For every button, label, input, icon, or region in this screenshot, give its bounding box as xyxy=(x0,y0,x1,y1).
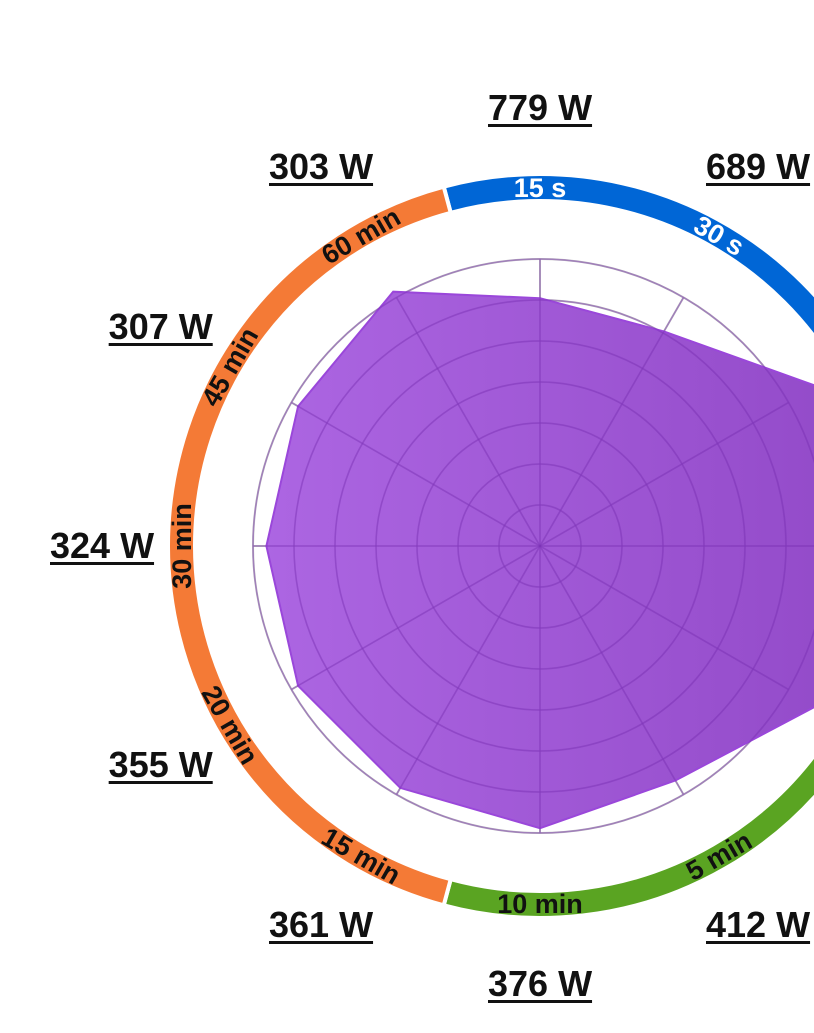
grid-spoke-overlay xyxy=(539,545,685,795)
grid-spoke-overlay xyxy=(291,401,541,547)
power-label: 307 W xyxy=(108,306,213,347)
grid-spoke-overlay xyxy=(291,545,541,691)
power-label: 303 W xyxy=(269,145,374,187)
duration-label: 5 min xyxy=(681,825,757,886)
power-label: 376 W xyxy=(488,963,593,1004)
power-label: 361 W xyxy=(269,904,374,946)
grid-spoke-overlay xyxy=(395,545,541,795)
power-label: 779 W xyxy=(488,87,593,128)
radar-series xyxy=(252,258,814,834)
grid-spoke-overlay xyxy=(539,297,685,547)
power-label: 355 W xyxy=(108,744,213,785)
grid-ring-overlay xyxy=(498,504,582,588)
zone-arc-sprint xyxy=(441,172,814,340)
power-polygon xyxy=(265,290,814,830)
power-label: 689 W xyxy=(706,145,811,187)
zone-arc-threshold xyxy=(166,184,454,908)
duration-label: 10 min xyxy=(497,889,583,919)
grid-ring-overlay xyxy=(252,258,814,834)
duration-label: 15 s xyxy=(514,173,567,203)
zone-ring xyxy=(166,172,814,920)
grid-spoke-overlay xyxy=(539,401,789,547)
power-label: 412 W xyxy=(706,904,811,946)
grid-ring-overlay xyxy=(457,463,623,629)
duration-label: 30 min xyxy=(167,503,197,589)
grid-ring-overlay xyxy=(375,381,705,711)
grid-ring-overlay xyxy=(416,422,664,670)
grid-spoke-overlay xyxy=(539,545,789,691)
grid-ring-overlay xyxy=(334,340,746,752)
power-label: 324 W xyxy=(50,525,155,566)
grid-ring-overlay xyxy=(293,299,787,793)
grid-spoke-overlay xyxy=(395,297,541,547)
duration-label: 15 min xyxy=(316,822,405,891)
